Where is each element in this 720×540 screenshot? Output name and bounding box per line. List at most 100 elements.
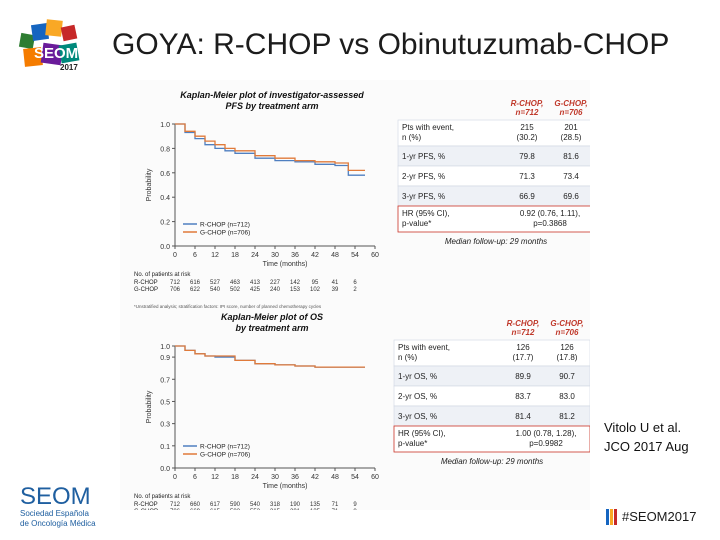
km-curve-gchop	[175, 123, 365, 172]
table-row-label: Pts with event,	[402, 123, 454, 132]
table-cell-rchop: (17.7)	[513, 353, 534, 362]
y-axis-label: Probability	[146, 168, 153, 201]
risk-table-cell: 540	[210, 287, 221, 293]
table-row-label: p-value*	[398, 439, 427, 448]
risk-table-cell: 227	[270, 280, 281, 286]
risk-table-cell: 9	[353, 502, 357, 508]
hashtag-text: #SEOM2017	[622, 509, 697, 524]
median-followup: Median follow-up: 29 months	[445, 237, 547, 246]
risk-table-cell: 712	[170, 280, 181, 286]
risk-table-cell: 425	[250, 287, 261, 293]
table-hr-value: 1.00 (0.78, 1.28),	[516, 429, 577, 438]
slide-title: GOYA: R-CHOP vs Obinutuzumab-CHOP	[112, 28, 670, 61]
y-tick-label: 0.3	[160, 422, 170, 429]
y-tick-label: 0.4	[160, 195, 170, 202]
y-tick-label: 0.5	[160, 399, 170, 406]
table-row-label: 1-yr OS, %	[398, 372, 437, 381]
svg-text:de Oncología Médica: de Oncología Médica	[20, 519, 96, 528]
table-header-rchop: R-CHOP,	[507, 319, 540, 328]
table-row-label: 2-yr PFS, %	[402, 172, 445, 181]
legend-label: R-CHOP (n=712)	[200, 222, 250, 229]
risk-table-arm: R-CHOP	[134, 280, 158, 286]
risk-table-arm: R-CHOP	[134, 502, 158, 508]
svg-text:SEOM: SEOM	[20, 483, 91, 510]
x-tick-label: 36	[291, 252, 299, 259]
table-row-label: 3-yr OS, %	[398, 412, 437, 421]
risk-table-cell: 315	[270, 509, 281, 510]
x-axis-label: Time (months)	[263, 483, 308, 490]
table-cell-gchop: (28.5)	[561, 133, 582, 142]
risk-table-arm: G-CHOP	[134, 287, 158, 293]
x-tick-label: 48	[331, 252, 339, 259]
legend-label: G-CHOP (n=706)	[200, 230, 250, 237]
risk-table-cell: 617	[210, 502, 221, 508]
table-cell-gchop: 73.4	[563, 172, 579, 181]
risk-table-cell: 590	[230, 502, 241, 508]
table-row-bg	[393, 425, 591, 453]
risk-table-arm: G-CHOP	[134, 509, 158, 510]
chart-subtitle: by treatment arm	[235, 323, 308, 333]
risk-table-cell: 201	[290, 509, 301, 510]
y-tick-label: 1.0	[160, 344, 170, 351]
risk-table-cell: 706	[170, 509, 181, 510]
x-tick-label: 0	[173, 252, 177, 259]
x-tick-label: 54	[351, 252, 359, 259]
table-cell-rchop: 89.9	[515, 372, 531, 381]
table-header-gchop: n=706	[560, 108, 583, 117]
y-tick-label: 0.0	[160, 466, 170, 473]
risk-table-label: No. of patients at risk	[134, 272, 191, 278]
table-cell-rchop: (30.2)	[517, 133, 538, 142]
table-row-label: n (%)	[402, 133, 421, 142]
y-axis-label: Probability	[146, 390, 153, 423]
table-cell-rchop: 66.9	[519, 192, 535, 201]
x-tick-label: 12	[211, 252, 219, 259]
chart-title: Kaplan-Meier plot of OS	[221, 312, 323, 322]
y-tick-label: 0.9	[160, 355, 170, 362]
y-tick-label: 0.6	[160, 171, 170, 178]
table-cell-gchop: 90.7	[559, 372, 575, 381]
figure-panel: Kaplan-Meier plot of investigator-assess…	[120, 80, 595, 531]
x-tick-label: 24	[251, 252, 259, 259]
risk-table-cell: 41	[332, 280, 339, 286]
risk-table-cell: 706	[170, 287, 181, 293]
risk-table-cell: 190	[290, 502, 301, 508]
km-figure: Kaplan-Meier plot of investigator-assess…	[134, 90, 595, 531]
y-tick-label: 0.2	[160, 220, 170, 227]
km-curve-rchop	[175, 123, 365, 176]
table-cell-rchop: 81.4	[515, 412, 531, 421]
table-row-bg	[393, 339, 591, 367]
seom-logo: SEOM Sociedad Española de Oncología Médi…	[20, 483, 96, 528]
median-followup: Median follow-up: 29 months	[441, 457, 543, 466]
x-tick-label: 18	[231, 252, 239, 259]
table-cell-rchop: 83.7	[515, 392, 531, 401]
table-cell-rchop: 215	[520, 123, 534, 132]
risk-table-cell: 413	[250, 280, 261, 286]
citation: Vitolo U et al. JCO 2017 Aug	[604, 418, 689, 456]
risk-table-label: No. of patients at risk	[134, 494, 191, 500]
table-row-label: 3-yr PFS, %	[402, 192, 445, 201]
table-cell-rchop: 79.8	[519, 152, 535, 161]
table-cell-gchop: 81.6	[563, 152, 579, 161]
table-cell-gchop: (17.8)	[557, 353, 578, 362]
x-tick-label: 60	[371, 252, 379, 259]
x-tick-label: 24	[251, 474, 259, 481]
risk-table-cell: 615	[210, 509, 221, 510]
risk-table-cell: 622	[190, 287, 201, 293]
table-row-label: 1-yr PFS, %	[402, 152, 445, 161]
table-row-label: 2-yr OS, %	[398, 392, 437, 401]
km-curve-gchop	[175, 345, 365, 368]
risk-table-cell: 135	[310, 502, 321, 508]
table-header-gchop: G-CHOP,	[554, 99, 587, 108]
table-header-rchop: n=712	[512, 328, 535, 337]
risk-table-cell: 2	[353, 287, 357, 293]
risk-table-cell: 669	[190, 509, 201, 510]
risk-table-cell: 527	[210, 280, 221, 286]
table-cell-rchop: 71.3	[519, 172, 535, 181]
risk-table-cell: 463	[230, 280, 241, 286]
footnote: *Unstratified analysis; stratification f…	[134, 304, 322, 309]
x-tick-label: 48	[331, 474, 339, 481]
risk-table-cell: 318	[270, 502, 281, 508]
y-tick-label: 0.0	[160, 244, 170, 251]
table-row-label: n (%)	[398, 353, 417, 362]
seom-2017-logo: SEOM 2017	[18, 19, 80, 72]
